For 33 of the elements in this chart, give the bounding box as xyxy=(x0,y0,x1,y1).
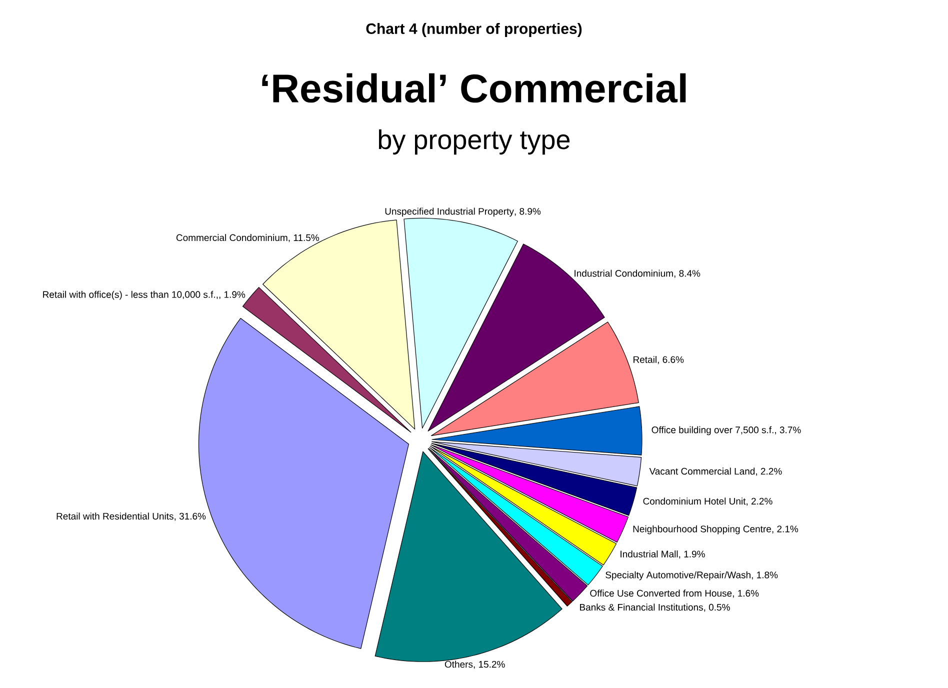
data-label: , 2.2% xyxy=(756,468,782,476)
slice-label: Condominium Hotel Unit xyxy=(643,498,746,505)
slice-label: Commercial Condominium xyxy=(176,234,288,242)
slice-label: Retail xyxy=(634,356,656,363)
slice-label: Unspecified Industrial Property xyxy=(385,208,514,217)
caption: Chart 4 (number of properties) xyxy=(366,23,582,37)
slice-label: Retail with Residential Units xyxy=(56,512,174,520)
data-label: , 11.5% xyxy=(288,234,320,242)
data-label: , 3.7% xyxy=(775,426,801,434)
slice-label: Specialty Automotive/Repair/Wash xyxy=(606,571,750,580)
data-label: , 1.6% xyxy=(732,590,759,598)
data-label: , 8.4% xyxy=(674,270,700,278)
chart-title: ‘Residual’ Commercial xyxy=(262,73,686,103)
data-label: , 0.5% xyxy=(704,604,730,612)
data-label: , 2.1% xyxy=(772,526,798,534)
data-label: , 6.6% xyxy=(658,356,684,364)
data-label: , 1.8% xyxy=(752,572,778,580)
slice-label: Vacant Commercial Land xyxy=(649,468,755,475)
slice-label: Others xyxy=(444,660,473,668)
slice-label: Neighbourhood Shopping Centre xyxy=(633,525,772,534)
data-label: , 8.9% xyxy=(514,208,541,216)
slice-label: Banks & Financial Institutions xyxy=(580,604,703,611)
data-label: , 2.2% xyxy=(746,498,772,506)
data-label: , 31.6% xyxy=(174,512,206,521)
slice-label: Office Use Converted from House xyxy=(590,590,732,597)
slice-label: Retail with office(s) - less than 10,000 s.f. xyxy=(43,290,215,300)
slice-label: Office building over 7,500 s.f. xyxy=(652,426,774,436)
data-label: , 15.2% xyxy=(474,660,505,669)
slice-label: Industrial Mall xyxy=(620,550,678,558)
data-label: ,, 1.9% xyxy=(216,291,246,300)
data-label: , 1.9% xyxy=(679,550,705,559)
slice-label: Industrial Condominium xyxy=(574,270,673,277)
chart-subtitle: by property type xyxy=(378,129,570,155)
